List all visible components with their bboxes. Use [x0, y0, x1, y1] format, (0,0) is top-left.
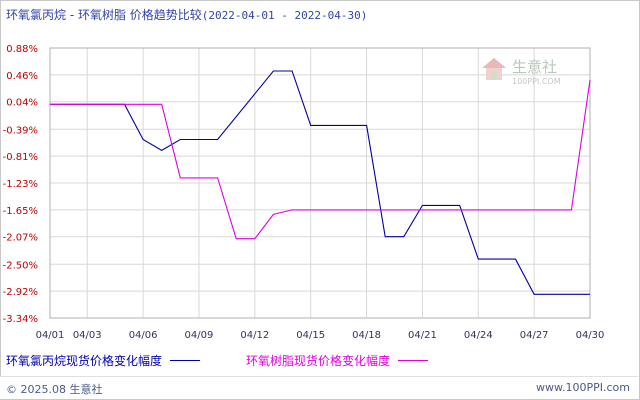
- watermark-url: 100PPI.COM: [512, 77, 561, 86]
- x-tick-label: 04/15: [296, 330, 325, 341]
- x-tick-label: 04/21: [408, 330, 437, 341]
- x-tick-label: 04/30: [576, 330, 605, 341]
- y-tick-label: 0.04%: [6, 98, 38, 109]
- plot-area-border: [49, 47, 591, 319]
- y-tick-label: -0.81%: [3, 152, 38, 163]
- y-tick-label: -3.34%: [3, 314, 38, 325]
- y-tick-label: 0.88%: [6, 44, 38, 55]
- x-tick-label: 04/01: [36, 330, 65, 341]
- x-tick-label: 04/24: [464, 330, 493, 341]
- series-line-2: [50, 79, 591, 240]
- x-tick-label: 04/12: [240, 330, 269, 341]
- x-axis-ticks: 04/01 04/03 04/06 04/09 04/12 04/15 04/18 04/21…: [36, 330, 605, 341]
- x-tick-label: 04/03: [73, 330, 102, 341]
- legend-label-series1: 环氧氯丙烷现货价格变化幅度: [6, 354, 163, 368]
- footer-site-link[interactable]: www.100PPI.com: [536, 381, 630, 394]
- y-tick-label: -2.50%: [3, 260, 38, 271]
- legend-label-series2: 环氧树脂现货价格变化幅度: [246, 354, 391, 368]
- footer-copyright: © 2025.08 生意社: [6, 383, 103, 396]
- x-tick-label: 04/09: [185, 330, 214, 341]
- y-tick-label: -2.07%: [3, 233, 38, 244]
- x-tick-label: 04/27: [520, 330, 549, 341]
- x-tick-label: 04/18: [352, 330, 381, 341]
- y-axis-ticks: 0.88% 0.46% 0.04% -0.39% -0.81% -1.23% -1.65% -…: [3, 44, 38, 325]
- watermark-name: 生意社: [512, 58, 557, 76]
- series-line-1: [50, 70, 590, 295]
- chart-title: 环氧氯丙烷 - 环氧树脂 价格趋势比较(2022-04-01 - 2022-04…: [6, 6, 367, 23]
- legend-item-series2: 环氧树脂现货价格变化幅度: [246, 352, 429, 369]
- y-tick-label: -1.23%: [3, 179, 38, 190]
- y-tick-label: -1.65%: [3, 206, 38, 217]
- y-tick-label: 0.46%: [6, 71, 38, 82]
- x-tick-label: 04/06: [129, 330, 158, 341]
- watermark-logo: 生意社 100PPI.COM: [478, 52, 578, 88]
- y-tick-label: -0.39%: [3, 125, 38, 136]
- chart-title-range: (2022-04-01 - 2022-04-30): [201, 9, 368, 22]
- footer: © 2025.08 生意社 www.100PPI.com: [0, 376, 638, 399]
- chart-grid: [49, 47, 591, 319]
- legend-swatch-series2: [398, 360, 429, 361]
- chart-title-main: 环氧氯丙烷 - 环氧树脂 价格趋势比较: [6, 8, 202, 22]
- y-tick-label: -2.92%: [3, 287, 38, 298]
- legend-item-series1: 环氧氯丙烷现货价格变化幅度: [6, 352, 201, 369]
- series-lines: [50, 70, 591, 295]
- legend-swatch-series1: [170, 360, 201, 361]
- house-icon: [482, 58, 506, 80]
